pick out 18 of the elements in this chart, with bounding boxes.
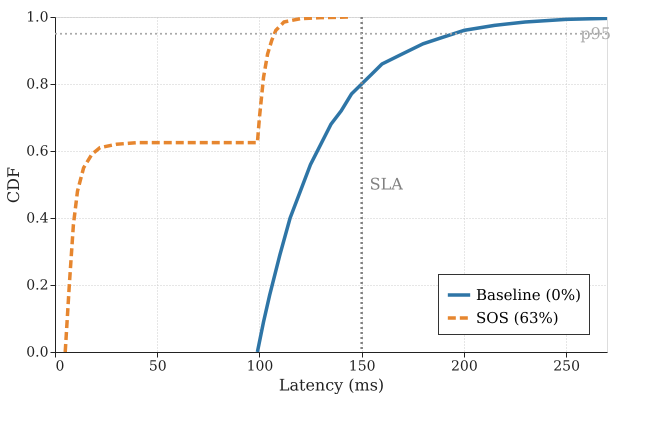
y-axis-title: CDF [4, 166, 24, 204]
ref-line-label: SLA [370, 174, 404, 194]
y-tick-label: 0.0 [26, 344, 48, 360]
x-tick-label: 200 [451, 358, 478, 374]
legend-label: Baseline (0%) [476, 286, 581, 304]
y-tick-label: 0.4 [26, 210, 49, 226]
ref-line-label: p95 [580, 24, 611, 43]
x-tick-label: 50 [148, 358, 167, 374]
x-axis-title: Latency (ms) [278, 376, 384, 394]
x-tick-label: 150 [348, 358, 376, 374]
x-tick-label: 250 [553, 358, 580, 374]
y-tick-label: 0.8 [26, 76, 48, 92]
x-tick-label: 100 [246, 358, 274, 374]
y-tick-label: 1.0 [26, 10, 48, 26]
y-tick-label: 0.6 [26, 144, 49, 160]
y-tick-label: 0.2 [26, 278, 48, 294]
x-tick-label: 0 [56, 358, 64, 374]
legend-label: SOS (63%) [476, 309, 559, 327]
